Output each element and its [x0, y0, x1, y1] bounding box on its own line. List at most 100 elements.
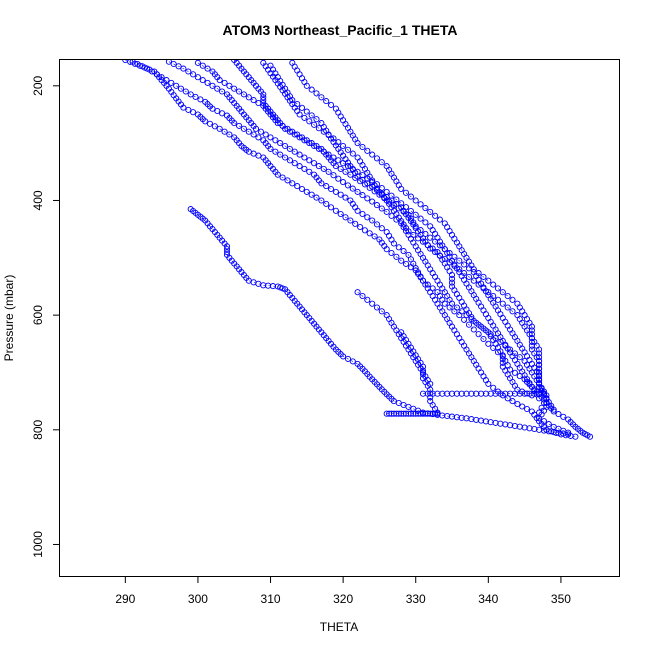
data-point: [206, 120, 214, 127]
data-point: [436, 242, 443, 249]
data-point: [340, 353, 347, 360]
data-point: [427, 289, 434, 296]
data-point: [378, 184, 385, 192]
data-point: [357, 158, 364, 165]
data-point: [354, 140, 361, 147]
data-point: [465, 321, 473, 328]
data-point: [439, 285, 446, 292]
data-point: [335, 157, 342, 164]
data-point: [458, 338, 465, 345]
data-point: [325, 151, 332, 158]
data-point: [202, 118, 209, 125]
data-point: [400, 248, 407, 255]
data-point: [369, 217, 376, 224]
data-point: [294, 100, 301, 108]
data-point: [359, 143, 366, 151]
y-tick-label: 800: [31, 419, 45, 439]
data-point: [536, 354, 543, 361]
data-point: [586, 433, 594, 440]
data-point: [461, 276, 468, 283]
data-point: [257, 128, 264, 135]
data-point: [168, 79, 175, 86]
data-point: [407, 207, 414, 215]
data-point: [267, 134, 274, 141]
data-point: [267, 145, 274, 152]
data-point: [540, 399, 548, 407]
data-point: [252, 125, 260, 132]
data-point: [301, 165, 308, 172]
data-point: [308, 86, 315, 93]
data-point: [177, 85, 185, 92]
data-point: [475, 331, 482, 338]
data-point: [427, 223, 434, 230]
data-point: [448, 275, 456, 282]
profile-line: [400, 332, 438, 413]
data-point: [519, 308, 526, 315]
data-point: [432, 212, 439, 219]
profile-series: [289, 60, 543, 376]
data-point: [282, 154, 289, 161]
data-point: [354, 154, 361, 161]
data-point: [475, 270, 482, 277]
profile-series: [194, 60, 557, 413]
data-point: [485, 340, 492, 347]
data-point: [330, 172, 337, 179]
data-point: [286, 157, 293, 164]
data-point: [485, 314, 492, 322]
data-point: [407, 193, 414, 200]
data-point: [427, 380, 434, 387]
data-point: [494, 296, 502, 303]
profile-series: [187, 206, 572, 438]
x-tick-label: 350: [551, 592, 571, 606]
data-point: [502, 367, 509, 374]
data-point: [313, 116, 320, 123]
data-point: [364, 147, 371, 154]
data-point: [410, 239, 417, 246]
data-point: [436, 292, 443, 300]
data-point: [216, 125, 223, 132]
data-point: [504, 292, 511, 300]
data-point: [412, 197, 419, 204]
data-point: [509, 296, 516, 303]
data-point: [480, 373, 487, 380]
data-point: [393, 253, 400, 260]
data-point: [182, 88, 189, 95]
data-point: [550, 408, 557, 415]
data-point: [538, 385, 545, 392]
data-point: [296, 111, 303, 118]
data-point: [269, 66, 277, 73]
data-point: [451, 287, 458, 294]
data-point: [378, 308, 385, 315]
data-point: [291, 63, 298, 70]
data-point: [485, 289, 492, 296]
data-point: [279, 174, 286, 181]
data-point: [214, 107, 221, 115]
data-point: [301, 78, 308, 86]
data-point: [536, 395, 543, 402]
data-point: [250, 97, 257, 104]
data-point: [490, 281, 497, 288]
data-point: [456, 257, 463, 264]
data-point: [294, 183, 301, 190]
data-point: [465, 258, 473, 265]
data-point: [320, 148, 327, 155]
data-point: [153, 71, 160, 78]
data-point: [434, 409, 441, 416]
data-point: [419, 238, 427, 245]
data-point: [519, 403, 526, 410]
data-point: [369, 198, 376, 205]
data-point: [223, 249, 231, 256]
data-point: [240, 91, 247, 98]
x-tick-label: 320: [333, 592, 353, 606]
data-point: [364, 214, 371, 221]
data-point: [286, 145, 293, 152]
data-point: [330, 135, 337, 142]
data-point: [485, 380, 492, 387]
data-point: [475, 299, 482, 306]
data-point: [301, 114, 308, 121]
data-point: [291, 131, 298, 138]
data-point: [303, 82, 310, 89]
data-point: [485, 277, 492, 284]
data-point: [451, 327, 458, 334]
data-point: [448, 231, 456, 238]
